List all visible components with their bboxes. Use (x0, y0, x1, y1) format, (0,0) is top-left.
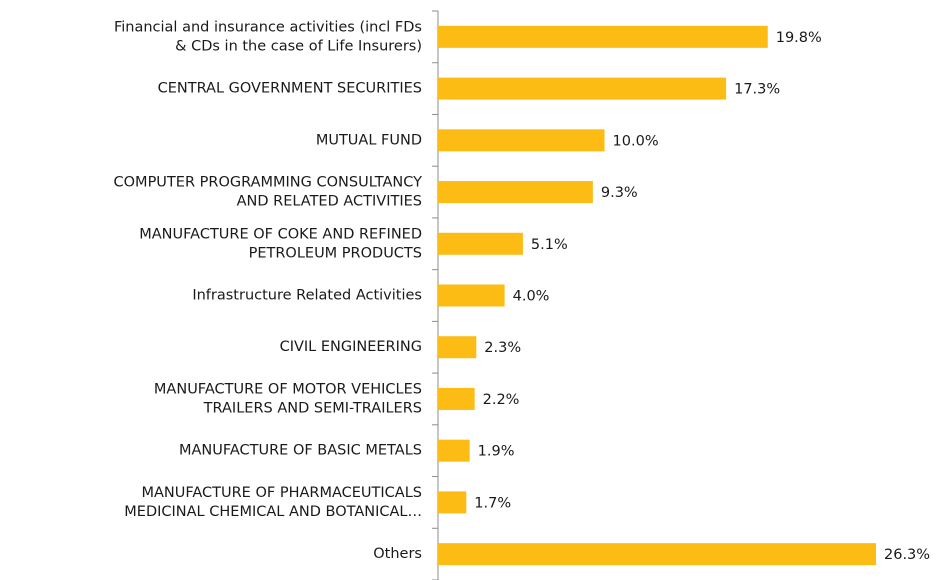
category-label: Financial and insurance activities (incl… (114, 19, 422, 54)
value-label: 26.3% (884, 547, 930, 563)
value-label: 2.2% (483, 392, 520, 408)
category-label: MUTUAL FUND (316, 132, 422, 148)
bar (438, 491, 467, 514)
category-label: COMPUTER PROGRAMMING CONSULTANCY AND RELA… (114, 175, 423, 210)
category-label: CENTRAL GOVERNMENT SECURITIES (158, 81, 422, 97)
value-label: 10.0% (613, 133, 659, 149)
value-label: 19.8% (776, 30, 822, 46)
category-label: MANUFACTURE OF BASIC METALS (179, 443, 422, 459)
value-label: 17.3% (734, 82, 780, 98)
category-label: Infrastructure Related Activities (192, 288, 422, 304)
bar (438, 387, 475, 410)
value-label: 1.7% (474, 495, 511, 511)
category-label: Others (373, 546, 422, 562)
category-label: MANUFACTURE OF MOTOR VEHICLES TRAILERS AN… (154, 381, 422, 416)
value-label: 1.9% (478, 444, 515, 460)
bar (438, 336, 477, 359)
value-label: 5.1% (531, 237, 568, 253)
category-label: MANUFACTURE OF PHARMACEUTICALS MEDICINAL … (124, 485, 422, 520)
bar (438, 232, 523, 255)
category-label: CIVIL ENGINEERING (280, 339, 422, 355)
bar (438, 284, 505, 307)
bar (438, 439, 470, 462)
bar (438, 25, 768, 48)
value-label: 2.3% (484, 340, 521, 356)
value-label: 4.0% (513, 289, 550, 305)
bar (438, 77, 727, 100)
bar (438, 181, 593, 204)
category-label: MANUFACTURE OF COKE AND REFINED PETROLEUM… (139, 226, 422, 261)
bar (438, 543, 876, 566)
value-label: 9.3% (601, 185, 638, 201)
bar (438, 129, 605, 152)
